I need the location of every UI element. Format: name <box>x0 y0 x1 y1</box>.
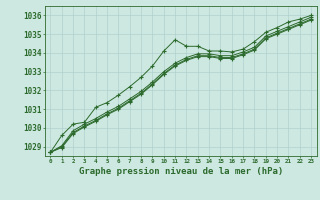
X-axis label: Graphe pression niveau de la mer (hPa): Graphe pression niveau de la mer (hPa) <box>79 167 283 176</box>
